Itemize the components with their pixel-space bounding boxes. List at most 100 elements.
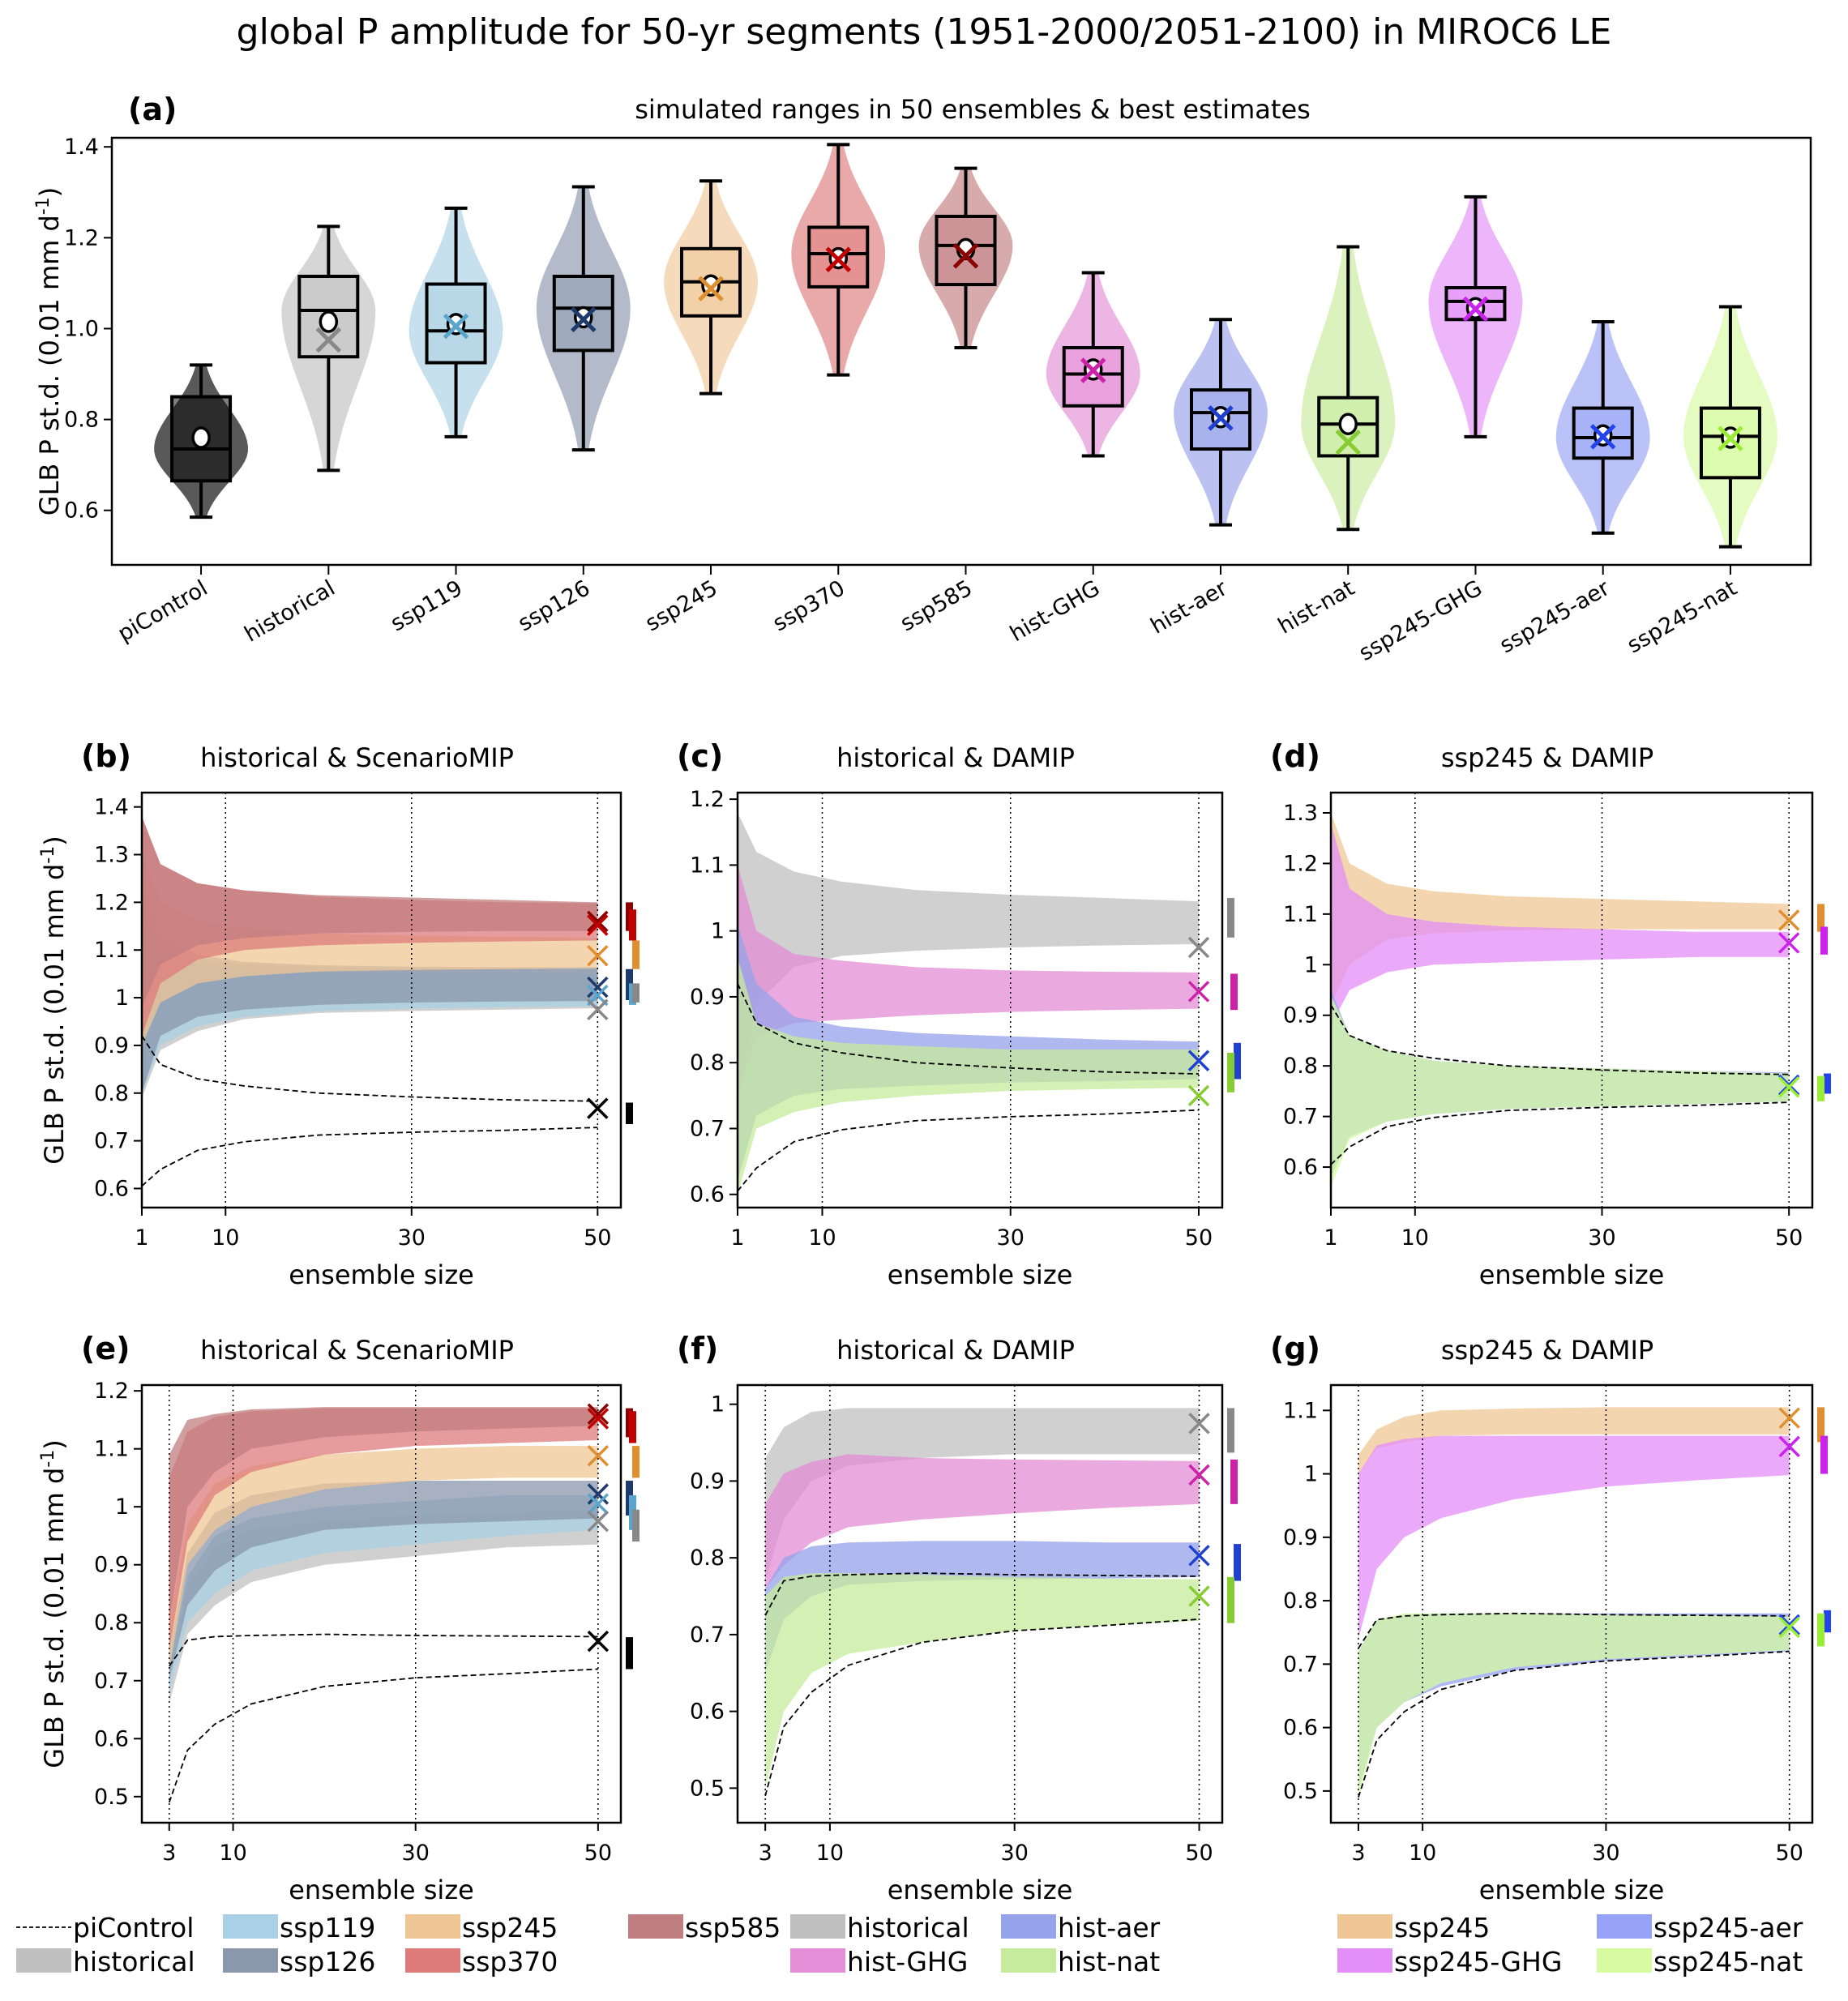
range-bar-historical (1227, 1408, 1234, 1453)
band-ssp245 (169, 1446, 598, 1670)
y-tick-label: 0.6 (1283, 1155, 1318, 1180)
axes-frame (736, 1383, 1224, 1824)
axes-frame (1329, 791, 1814, 1209)
range-bar-ssp245-aer (1824, 1073, 1831, 1094)
y-tick-label: 1.1 (690, 853, 725, 878)
legend-item: ssp126 (223, 1946, 375, 1977)
panel-title: historical & ScenarioMIP (200, 742, 514, 773)
panel-label: (f) (677, 1331, 718, 1366)
legend-label: ssp370 (462, 1946, 558, 1977)
band-hist-GHG (738, 865, 1199, 1096)
y-tick-label: 0.6 (690, 1700, 725, 1725)
color-swatch (1001, 1914, 1056, 1939)
best-estimate-ssp245 (1777, 909, 1800, 931)
y-tick-label: 0.6 (690, 1182, 725, 1208)
range-bar-ssp370 (629, 1411, 636, 1443)
x-tick-label: ssp245-nat (1623, 575, 1741, 658)
x-tick-label: ssp245-GHG (1355, 575, 1487, 666)
best-estimate-marker (698, 276, 724, 301)
x-tick-label: 30 (1592, 1841, 1619, 1866)
panel-b: (b) historical & ScenarioMIP GLB P st.d. (… (38, 738, 640, 1290)
axes-frame (140, 1383, 622, 1824)
x-tick-label: ssp245-aer (1495, 575, 1615, 659)
y-tick-label: 0.8 (1283, 1588, 1318, 1614)
panel-label: (g) (1270, 1331, 1320, 1366)
color-swatch (405, 1914, 460, 1939)
y-tick-label: 0.9 (1283, 1003, 1318, 1028)
y-axis-label: GLB P st.d. (0.01 mm d-1) (33, 187, 65, 515)
legend-scenariomip: piControlhistoricalssp119ssp126ssp245ssp… (16, 1912, 781, 1977)
best-estimate-hist-aer (1187, 1050, 1210, 1072)
band-ssp245-GHG (1331, 823, 1790, 1026)
color-swatch (405, 1948, 460, 1973)
y-tick-label: 1.1 (1283, 902, 1318, 927)
axes-frame (140, 791, 622, 1209)
best-estimate-ssp245-nat (1777, 1076, 1800, 1098)
x-tick-label: hist-nat (1274, 575, 1359, 639)
best-estimate-hist-GHG (1187, 981, 1210, 1003)
y-tick-label: 0.9 (94, 1033, 129, 1058)
x-tick-label: 50 (1185, 1841, 1213, 1866)
legend-label: ssp245-aer (1653, 1912, 1803, 1943)
best-estimate-historical (587, 1510, 610, 1533)
range-bar-ssp245-nat (1817, 1613, 1824, 1647)
x-tick-label: 30 (997, 1225, 1025, 1251)
legend-item: historical (790, 1912, 969, 1943)
y-tick-label: 0.8 (64, 408, 99, 433)
x-tick-label: 10 (212, 1225, 239, 1251)
y-tick-label: 0.9 (690, 985, 725, 1010)
x-tick-label: hist-GHG (1006, 575, 1104, 647)
band-ssp245 (142, 854, 598, 1045)
x-tick-label: ssp245 (641, 575, 721, 636)
x-tick-label: 50 (1776, 1841, 1803, 1866)
x-axis-label: ensemble size (289, 1259, 474, 1290)
range-bar-ssp245 (632, 1446, 640, 1478)
panel-e: (e) historical & ScenarioMIP GLB P st.d. (… (38, 1331, 640, 1905)
axes-frame (736, 791, 1224, 1209)
best-estimate-ssp119 (587, 1493, 610, 1515)
x-tick-label: 1 (1324, 1225, 1337, 1251)
band-ssp245-GHG (1358, 1435, 1790, 1640)
range-bar-ssp245 (632, 940, 640, 969)
best-estimate-marker (1335, 429, 1361, 455)
box-piControl: piControl (113, 363, 248, 647)
y-tick-label: 0.7 (94, 1669, 129, 1694)
y-tick-label: 0.7 (1283, 1652, 1318, 1677)
x-tick-label: 50 (1185, 1225, 1213, 1251)
y-tick-label: 1.3 (94, 843, 129, 868)
x-tick-label: 3 (759, 1841, 772, 1866)
y-tick-label: 0.7 (690, 1116, 725, 1141)
best-estimate-ssp245-GHG (1777, 932, 1800, 954)
y-tick-label: 1.2 (94, 890, 129, 915)
mean-marker (191, 426, 211, 449)
plot-area (142, 816, 598, 1187)
best-estimate-historical (587, 998, 609, 1021)
axes-frame (1329, 1383, 1814, 1824)
panel-label: (c) (677, 738, 723, 774)
picontrol-hi-line (738, 983, 1199, 1075)
best-estimate-marker (315, 327, 342, 353)
panel-g: (g) ssp245 & DAMIP 0.5 0.6 0.7 0.8 0.9 1 1.1 3 10 3… (1270, 1331, 1831, 1905)
plot-area (168, 1407, 598, 1803)
y-tick-label: 0.8 (690, 1050, 725, 1075)
y-tick-label: 0.5 (690, 1776, 725, 1801)
y-axis-label: GLB P st.d. (0.01 mm d-1) (38, 836, 70, 1164)
color-swatch (223, 1948, 278, 1973)
y-tick-label: 1 (711, 919, 725, 944)
legend-item: historical (16, 1946, 195, 1977)
x-tick-label: hist-aer (1147, 575, 1233, 639)
x-axis-label: ensemble size (888, 1259, 1073, 1290)
best-estimate-marker (443, 313, 469, 340)
y-tick-label: 1 (115, 1494, 129, 1520)
color-swatch (16, 1948, 71, 1973)
best-estimate-marker (1208, 405, 1234, 431)
y-tick-label: 1.2 (64, 225, 99, 250)
legend-item: ssp370 (405, 1946, 558, 1977)
axes-frame (110, 136, 1812, 567)
box-ssp370: ssp370 (768, 143, 886, 636)
x-tick-label: 50 (584, 1841, 612, 1866)
y-tick-label: 0.9 (690, 1469, 725, 1494)
legend-item: ssp245 (405, 1912, 558, 1943)
panel-title: historical & ScenarioMIP (200, 1335, 514, 1366)
picontrol-lo-line (142, 1127, 598, 1187)
